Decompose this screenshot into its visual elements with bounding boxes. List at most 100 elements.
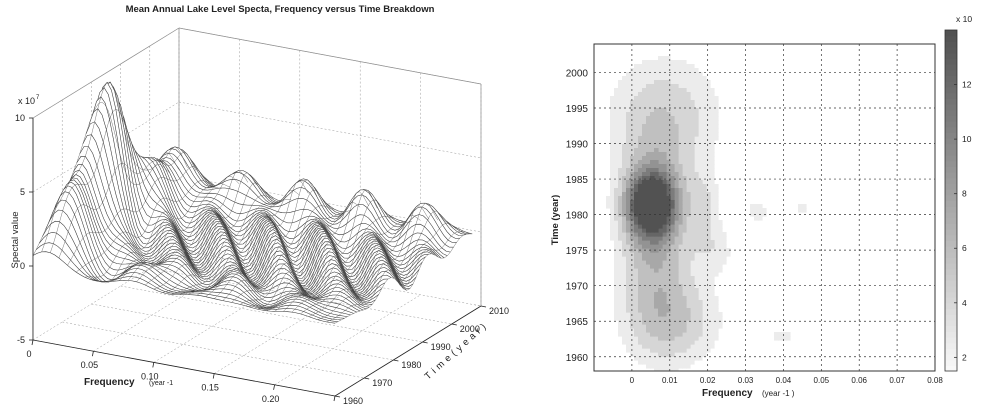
- contour-cell: [698, 104, 703, 109]
- contour-cell: [630, 348, 635, 353]
- floor-grid-line: [178, 249, 482, 307]
- contour-cell: [686, 72, 691, 77]
- contour-cell: [690, 308, 695, 313]
- contour-cell: [662, 68, 667, 73]
- contour-cell: [610, 192, 615, 197]
- contour-cell: [614, 212, 619, 217]
- surface-mesh-line: [257, 215, 395, 310]
- contour-cell: [678, 152, 683, 157]
- contour-cell: [630, 288, 635, 293]
- contour-cell: [630, 344, 635, 349]
- contour-cell: [690, 324, 695, 329]
- contour-cell: [714, 252, 719, 257]
- floor-grid-line: [149, 267, 452, 325]
- contour-cell: [718, 256, 723, 261]
- time-tick-mark: [480, 305, 487, 308]
- contour-cell: [618, 240, 623, 245]
- contour-cell: [666, 308, 671, 313]
- contour-cell: [678, 108, 683, 113]
- contour-cell: [690, 268, 695, 273]
- contour-cell: [754, 212, 759, 217]
- contour-cell: [674, 300, 679, 305]
- contour-cell: [618, 252, 623, 257]
- contour-cell: [682, 132, 687, 137]
- contour-cell: [706, 272, 711, 277]
- contour-cell: [706, 324, 711, 329]
- contour-cell: [698, 260, 703, 265]
- contour-cell: [618, 216, 623, 221]
- contour-cell: [634, 208, 639, 213]
- contour-cell: [642, 328, 647, 333]
- surface-mesh-line: [240, 189, 378, 305]
- contour-cell: [634, 116, 639, 121]
- contour-cell: [706, 180, 711, 185]
- contour-cell: [614, 184, 619, 189]
- contour-cell: [630, 204, 635, 209]
- contour-cell: [710, 340, 715, 345]
- contour-cell: [650, 316, 655, 321]
- contour-cell: [682, 208, 687, 213]
- contour-cell: [702, 208, 707, 213]
- contour-cell: [698, 176, 703, 181]
- contour-cell: [614, 128, 619, 133]
- contour-cell: [650, 60, 655, 65]
- contour-cell: [698, 136, 703, 141]
- contour-cell: [670, 72, 675, 77]
- contour-cell: [706, 176, 711, 181]
- contour-cell: [622, 284, 627, 289]
- contour-cell: [650, 64, 655, 69]
- contour-cell: [706, 248, 711, 253]
- contour-cell: [630, 236, 635, 241]
- contour-cell: [662, 304, 667, 309]
- contour-cell: [650, 96, 655, 101]
- contour-cell: [694, 332, 699, 337]
- contour-cell: [666, 68, 671, 73]
- contour-cell: [646, 156, 651, 161]
- contour-cell: [674, 328, 679, 333]
- contour-cell: [674, 92, 679, 97]
- contour-cell: [690, 276, 695, 281]
- contour-cell: [646, 264, 651, 269]
- contour-cell: [610, 232, 615, 237]
- contour-cell: [618, 200, 623, 205]
- contour-cell: [634, 124, 639, 129]
- contour-cell: [630, 192, 635, 197]
- contour-cell: [666, 216, 671, 221]
- contour-cell: [626, 260, 631, 265]
- contour-cell: [666, 124, 671, 129]
- contour-cell: [702, 140, 707, 145]
- contour-cell: [638, 272, 643, 277]
- contour-cell: [630, 188, 635, 193]
- contour-cell: [654, 172, 659, 177]
- contour-cell: [638, 64, 643, 69]
- contour-cell: [710, 152, 715, 157]
- surface-mesh-line: [93, 183, 231, 284]
- contour-cell: [614, 304, 619, 309]
- contour-cell: [630, 316, 635, 321]
- contour-cell: [654, 276, 659, 281]
- contour-cell: [670, 176, 675, 181]
- contour-cell: [702, 112, 707, 117]
- surface-mesh-line: [58, 151, 197, 259]
- contour-cell: [694, 224, 699, 229]
- contour-cell: [630, 180, 635, 185]
- contour-cell: [666, 76, 671, 81]
- surface-mesh-line: [101, 81, 404, 291]
- contour-cell: [622, 156, 627, 161]
- contour-cell: [666, 284, 671, 289]
- contour-cell: [658, 80, 663, 85]
- contour-cell: [654, 256, 659, 261]
- contour-cell: [710, 184, 715, 189]
- contour-cell: [694, 236, 699, 241]
- contour-cell: [666, 136, 671, 141]
- contour-cell: [610, 204, 615, 209]
- contour-cell: [698, 132, 703, 137]
- contour-cell: [638, 236, 643, 241]
- contour-cell: [618, 148, 623, 153]
- contour-cell: [658, 312, 663, 317]
- contour-cell: [630, 228, 635, 233]
- contour-cell: [678, 144, 683, 149]
- contour-cell: [698, 108, 703, 113]
- contour-cell: [634, 224, 639, 229]
- contour-cell: [610, 236, 615, 241]
